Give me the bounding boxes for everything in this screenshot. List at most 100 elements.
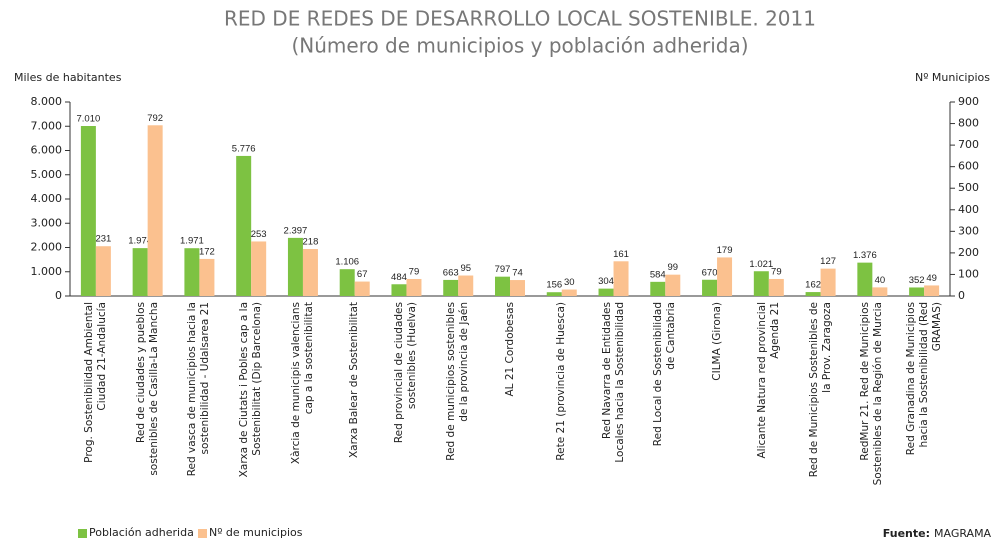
- value-label: 1.106: [335, 257, 359, 268]
- bar: [510, 280, 525, 296]
- value-label: 7.010: [76, 114, 100, 125]
- bar: [598, 288, 614, 296]
- y2-tick-label: 700: [958, 138, 979, 151]
- y2-axis-label: Nº Municipios: [915, 71, 990, 84]
- bar: [236, 155, 252, 296]
- x-tick-label: Xarxa de Ciutats i Pobles cap a la Soste…: [238, 302, 264, 478]
- bar: [95, 246, 111, 296]
- source: MAGRAMA: [934, 527, 992, 540]
- bar: [909, 287, 925, 296]
- value-label: 99: [668, 262, 679, 273]
- bar: [80, 126, 96, 296]
- legend-label: Nº de municipios: [209, 526, 303, 539]
- value-label: 231: [95, 234, 111, 245]
- y-tick-label: 5.000: [31, 168, 63, 181]
- bar: [857, 262, 873, 296]
- value-label: 792: [147, 113, 163, 124]
- y2-tick-label: 800: [958, 117, 979, 130]
- y-tick-label: 8.000: [31, 95, 63, 108]
- value-label: 1.021: [749, 259, 773, 270]
- bar: [199, 258, 215, 296]
- bar: [495, 276, 510, 296]
- value-label: 95: [460, 263, 471, 274]
- value-label: 74: [512, 268, 523, 279]
- value-label: 1.974: [128, 236, 152, 247]
- value-label: 304: [598, 276, 614, 287]
- x-tick-label: Xàrcia de municipis valencians cap a la …: [289, 302, 315, 465]
- bar: [251, 241, 267, 296]
- value-label: 584: [650, 269, 666, 280]
- y-axis-label: Miles de habitantes: [14, 71, 122, 84]
- value-label: 79: [409, 266, 420, 277]
- value-label: 797: [495, 264, 511, 275]
- x-tick-label: Red vasca de municipios hacia la sosteni…: [186, 302, 212, 477]
- bar: [391, 284, 407, 296]
- bar: [702, 279, 718, 296]
- x-tick-label: Red Granadina de Municipios hacia la Sos…: [904, 302, 943, 456]
- bar: [147, 125, 163, 296]
- x-tick-label: RedMur 21. Red de Municipios Sostenibles…: [859, 302, 885, 486]
- y2-tick-label: 0: [958, 289, 965, 302]
- value-label: 162: [805, 280, 821, 291]
- value-label: 218: [303, 237, 319, 248]
- y2-tick-label: 200: [958, 246, 979, 259]
- y2-tick-label: 400: [958, 203, 979, 216]
- value-label: 663: [443, 267, 459, 278]
- x-tick-label: Red de Municipios Sostenibles de la Prov…: [807, 302, 833, 478]
- x-tick-label: CILMA (Girona): [710, 302, 723, 381]
- x-tick-label: Red provincial de ciudades sostenibles (…: [393, 302, 419, 444]
- x-tick-label: Red Navarra de Entidades Locales hacia l…: [600, 302, 626, 463]
- value-label: 2.397: [284, 225, 308, 236]
- bar: [820, 268, 836, 296]
- x-tick-label: Alicante Natura red provincial Agenda 21: [755, 302, 781, 459]
- y-tick-label: 3.000: [31, 216, 63, 229]
- bar: [872, 287, 888, 296]
- y2-tick-label: 300: [958, 224, 979, 237]
- y-tick-label: 7.000: [31, 119, 63, 132]
- bar: [443, 279, 459, 296]
- value-label: 40: [875, 275, 886, 286]
- chart-title: RED DE REDES DE DESARROLLO LOCAL SOSTENI…: [224, 7, 816, 31]
- x-tick-label: Rete 21 (provincia de Huesca): [555, 302, 568, 461]
- chart-subtitle: (Número de municipios y población adheri…: [291, 34, 748, 58]
- y-tick-label: 6.000: [31, 144, 63, 157]
- value-label: 484: [391, 272, 407, 283]
- bar: [287, 237, 303, 296]
- bar: [302, 249, 318, 296]
- x-tick-label: Red de ciudades y pueblos sostenibles de…: [134, 302, 160, 476]
- value-label: 156: [546, 280, 562, 291]
- y-tick-label: 1.000: [31, 265, 63, 278]
- value-label: 79: [771, 266, 782, 277]
- legend-swatch: [198, 529, 207, 538]
- y-tick-label: 4.000: [31, 192, 63, 205]
- bar: [924, 285, 940, 296]
- value-label: 49: [926, 273, 937, 284]
- bar: [406, 278, 422, 296]
- x-tick-label: Red Local de Sostenibilidad de Cantabria: [652, 302, 678, 447]
- y2-tick-label: 100: [958, 267, 979, 280]
- value-label: 127: [820, 256, 836, 267]
- value-label: 179: [717, 245, 733, 256]
- value-label: 5.776: [232, 143, 256, 154]
- y2-tick-label: 900: [958, 95, 979, 108]
- bar: [753, 271, 769, 296]
- y2-tick-label: 500: [958, 181, 979, 194]
- bar: [665, 274, 681, 296]
- bar: [650, 281, 666, 296]
- bar: [458, 275, 474, 296]
- bar: [768, 278, 784, 296]
- bar: [132, 248, 148, 296]
- x-tick-label: Red de municipios sostenibles de la prov…: [445, 302, 471, 461]
- value-label: 253: [251, 229, 267, 240]
- value-label: 670: [702, 267, 718, 278]
- legend-label: Población adherida: [89, 526, 194, 539]
- y-tick-label: 0: [55, 289, 62, 302]
- legend-swatch: [78, 529, 87, 538]
- value-label: 1.971: [180, 236, 204, 247]
- x-tick-label: AL 21 Cordobesas: [503, 302, 516, 397]
- bar: [546, 292, 562, 296]
- bar: [805, 292, 821, 296]
- bar: [339, 269, 355, 296]
